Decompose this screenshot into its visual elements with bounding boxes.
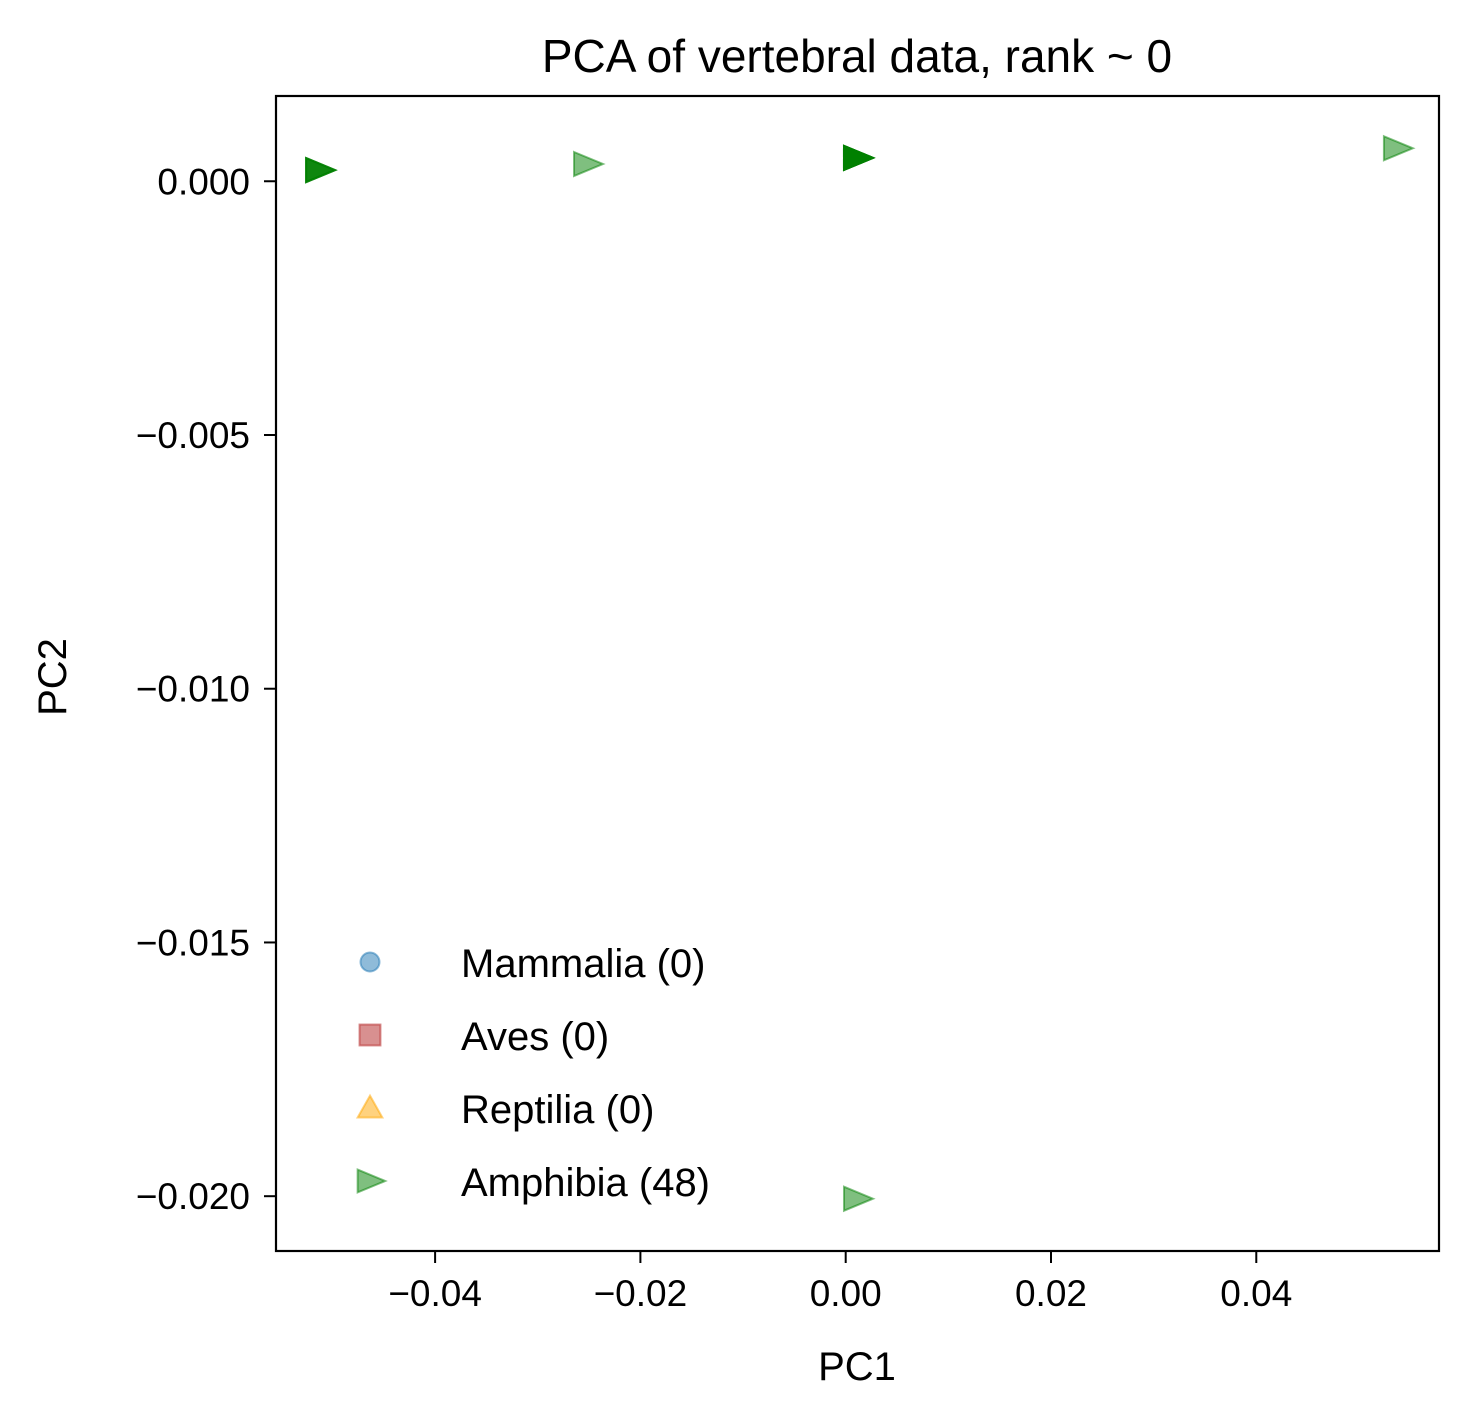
y-tick-label: −0.015: [136, 922, 250, 963]
legend-label: Reptilia (0): [461, 1088, 654, 1132]
y-axis-label: PC2: [31, 638, 75, 716]
x-axis-label: PC1: [818, 1345, 896, 1389]
x-tick-label: −0.02: [594, 1273, 688, 1314]
legend-label: Aves (0): [461, 1015, 609, 1059]
data-points: [305, 134, 1416, 1213]
x-tick-label: 0.02: [1015, 1273, 1087, 1314]
x-tick-label: −0.04: [388, 1273, 482, 1314]
legend-label: Mammalia (0): [461, 942, 705, 986]
y-tick-label: −0.010: [136, 669, 250, 710]
data-point: [842, 1185, 876, 1213]
chart-title: PCA of vertebral data, rank ~ 0: [542, 30, 1172, 82]
x-tick-label: 0.00: [810, 1273, 882, 1314]
legend-marker: [356, 1168, 388, 1194]
data-point: [305, 156, 338, 184]
data-point: [842, 144, 876, 172]
x-tick-label: 0.04: [1220, 1273, 1292, 1314]
legend: Mammalia (0) Aves (0) Reptilia (0) Amphibia…: [355, 942, 710, 1205]
legend-marker: [355, 1093, 385, 1119]
legend-label: Amphibia (48): [461, 1161, 710, 1205]
y-axis-ticks: 0.000 −0.005 −0.010 −0.015 −0.020: [136, 161, 276, 1217]
legend-marker: [359, 951, 381, 973]
y-tick-label: −0.005: [136, 415, 250, 456]
y-tick-label: 0.000: [157, 161, 250, 202]
legend-marker: [358, 1023, 382, 1047]
data-point: [1382, 134, 1416, 162]
data-point: [573, 150, 606, 178]
y-tick-label: −0.020: [136, 1176, 250, 1217]
plot-frame: [274, 94, 1441, 1253]
x-axis-ticks: −0.04 −0.02 0.00 0.02 0.04: [388, 1251, 1292, 1314]
